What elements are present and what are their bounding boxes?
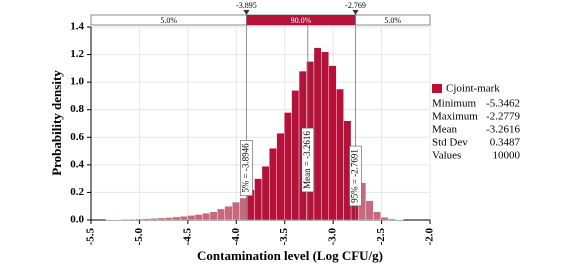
bar — [136, 219, 143, 220]
bar — [381, 217, 388, 220]
bar — [373, 212, 380, 220]
y-tick-label: 0.4 — [70, 158, 84, 170]
x-tick-label: -3.0 — [327, 228, 339, 246]
x-tick-label: -5.5 — [85, 228, 97, 246]
bar — [210, 212, 217, 220]
x-tick-label: -4.5 — [181, 228, 193, 246]
delimiter-marker — [353, 10, 359, 15]
bar — [202, 213, 209, 220]
stat-name: Mean — [432, 124, 458, 136]
x-tick-label: -2.5 — [375, 228, 387, 246]
x-tick-label: -5.0 — [133, 228, 145, 246]
stat-value: 0.3487 — [490, 137, 521, 149]
y-tick-label: 1.2 — [70, 48, 84, 60]
x-tick-label: -4.0 — [230, 228, 242, 246]
bar — [314, 48, 321, 220]
bar — [195, 214, 202, 220]
bar — [173, 217, 180, 220]
bar — [269, 148, 276, 220]
band-label: 5.0% — [160, 16, 177, 25]
stat-name: Std Dev — [432, 137, 468, 149]
bar — [254, 179, 261, 220]
bar — [262, 166, 269, 220]
stat-value: 10000 — [493, 150, 521, 162]
bar — [180, 216, 187, 220]
y-tick-label: 0.0 — [70, 214, 84, 226]
bar — [188, 215, 195, 220]
x-axis-label: Contamination level (Log CFU/g) — [197, 248, 383, 263]
stat-value: -5.3462 — [486, 98, 520, 110]
delimiter-marker — [243, 10, 249, 15]
bar — [165, 218, 172, 220]
delimiter-label: -3.895 — [236, 1, 257, 10]
annotation: Mean = -3.2616 — [302, 131, 312, 189]
band-label: 5.0% — [384, 16, 401, 25]
bar — [277, 133, 284, 220]
bar — [292, 90, 299, 220]
annotation: 5% = -3.8946 — [241, 143, 251, 193]
bar — [143, 219, 150, 220]
bar — [329, 66, 336, 220]
y-tick-label: 0.2 — [70, 186, 84, 198]
x-tick-label: -3.5 — [278, 228, 290, 246]
legend-swatch — [432, 84, 442, 93]
delimiter-label: -2.769 — [345, 1, 366, 10]
bar — [232, 202, 239, 220]
y-tick-label: 1.4 — [70, 21, 84, 33]
bar — [366, 201, 373, 220]
y-tick-label: 0.6 — [70, 131, 84, 143]
stat-name: Maximum — [432, 111, 478, 123]
y-tick-label: 0.8 — [70, 103, 84, 115]
stat-name: Values — [432, 150, 461, 162]
x-tick-label: -2.0 — [424, 228, 436, 246]
annotation: 95% = -2.7691 — [350, 149, 360, 203]
stat-value: -3.2616 — [486, 124, 520, 136]
bar — [388, 219, 395, 220]
legend-label: Cjoint-mark — [446, 83, 500, 95]
bar — [128, 219, 135, 220]
bar — [321, 52, 328, 220]
band-label: 90.0% — [291, 16, 312, 25]
bar — [217, 209, 224, 220]
bar — [225, 206, 232, 220]
y-tick-label: 1.0 — [70, 76, 84, 88]
stat-name: Minimum — [432, 98, 476, 110]
bar — [240, 198, 247, 220]
bar — [158, 218, 165, 220]
bar — [150, 218, 157, 220]
bar — [336, 89, 343, 220]
y-axis-label: Probability density — [49, 70, 64, 176]
stat-value: -2.2779 — [486, 111, 520, 123]
bar — [284, 112, 291, 220]
bar — [121, 219, 128, 220]
